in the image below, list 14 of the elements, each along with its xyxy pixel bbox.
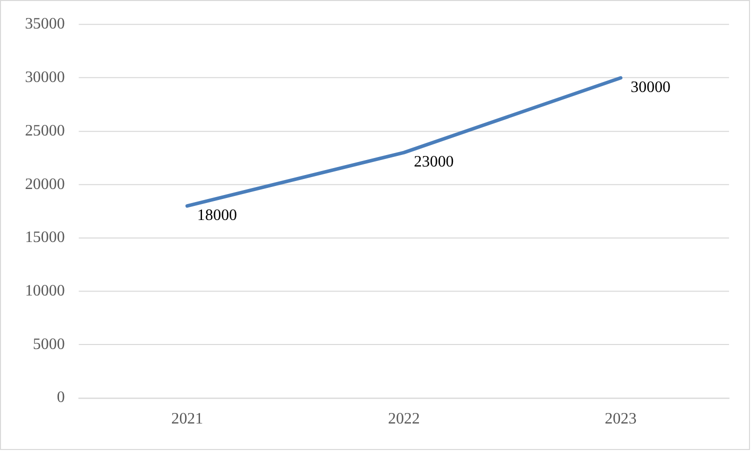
- y-tick-label: 5000: [32, 336, 65, 353]
- y-tick-label: 15000: [24, 229, 65, 246]
- y-tick-label: 10000: [24, 282, 65, 300]
- y-tick-label: 30000: [24, 69, 65, 86]
- x-tick-label: 2021: [171, 410, 204, 428]
- data-label: 23000: [414, 154, 454, 171]
- x-tick-label: 2022: [388, 410, 420, 428]
- data-label: 30000: [630, 79, 671, 96]
- y-tick-label: 25000: [24, 122, 65, 140]
- data-label: 18000: [197, 207, 238, 224]
- y-tick-label: 35000: [24, 16, 65, 33]
- x-tick-label: 2023: [604, 410, 637, 428]
- y-tick-label: 0: [56, 389, 65, 406]
- y-tick-label: 20000: [24, 176, 65, 193]
